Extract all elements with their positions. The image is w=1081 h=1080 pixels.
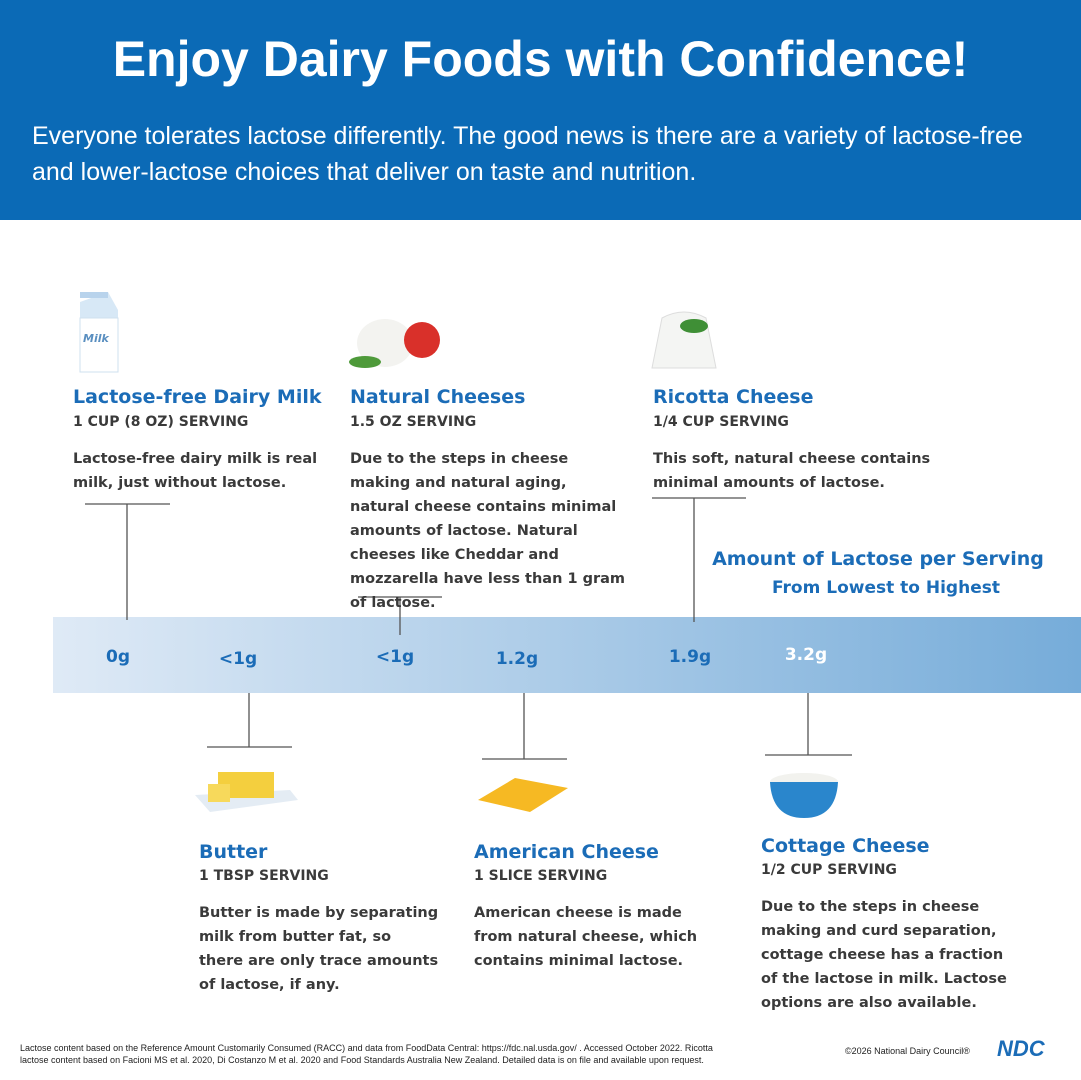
item-name: Ricotta Cheese — [653, 386, 814, 408]
scale-subtitle: From Lowest to Highest — [772, 578, 1000, 598]
item-serving: 1.5 OZ SERVING — [350, 414, 477, 430]
item-description: Lactose-free dairy milk is real milk, ju… — [73, 451, 318, 491]
title: Enjoy Dairy Foods with Confidence! — [112, 31, 969, 87]
item-description: American cheese is made from natural che… — [474, 905, 698, 969]
copyright: ©2026 National Dairy Council® — [845, 1046, 970, 1056]
item-serving: 1 CUP (8 OZ) SERVING — [73, 414, 249, 430]
item-name: Natural Cheeses — [350, 386, 526, 408]
item-description: This soft, natural cheese contains minim… — [653, 451, 931, 491]
item-serving: 1 SLICE SERVING — [474, 868, 608, 884]
item-description: Butter is made by separating milk from b… — [199, 905, 439, 993]
lactose-amount: 0g — [106, 647, 130, 667]
item-serving: 1 TBSP SERVING — [199, 868, 329, 884]
footnote: Lactose content based on the Reference A… — [20, 1043, 713, 1053]
lactose-amount: <1g — [375, 647, 415, 667]
item-description: Due to the steps in cheese making and na… — [350, 451, 626, 611]
item-description: Due to the steps in cheese making and cu… — [761, 899, 1007, 1011]
lactose-scale-bar — [53, 617, 1081, 693]
footnote: lactose content based on Facioni MS et a… — [20, 1055, 704, 1065]
item-name: Lactose-free Dairy Milk — [73, 386, 322, 408]
subtitle: Everyone tolerates lactose differently. … — [32, 122, 1023, 186]
carton-label: Milk — [83, 332, 109, 345]
logo: NDC — [997, 1036, 1045, 1061]
scale-title: Amount of Lactose per Serving — [712, 548, 1044, 570]
header — [0, 0, 1081, 220]
lactose-amount: 1.9g — [668, 647, 712, 667]
item-name: American Cheese — [474, 841, 659, 863]
lactose-amount: 3.2g — [784, 645, 828, 665]
item-name: Cottage Cheese — [761, 835, 930, 857]
lactose-amount: <1g — [218, 649, 258, 669]
item-serving: 1/4 CUP SERVING — [653, 414, 789, 430]
lactose-amount: 1.2g — [495, 649, 539, 669]
item-serving: 1/2 CUP SERVING — [761, 862, 897, 878]
item-name: Butter — [199, 841, 268, 863]
